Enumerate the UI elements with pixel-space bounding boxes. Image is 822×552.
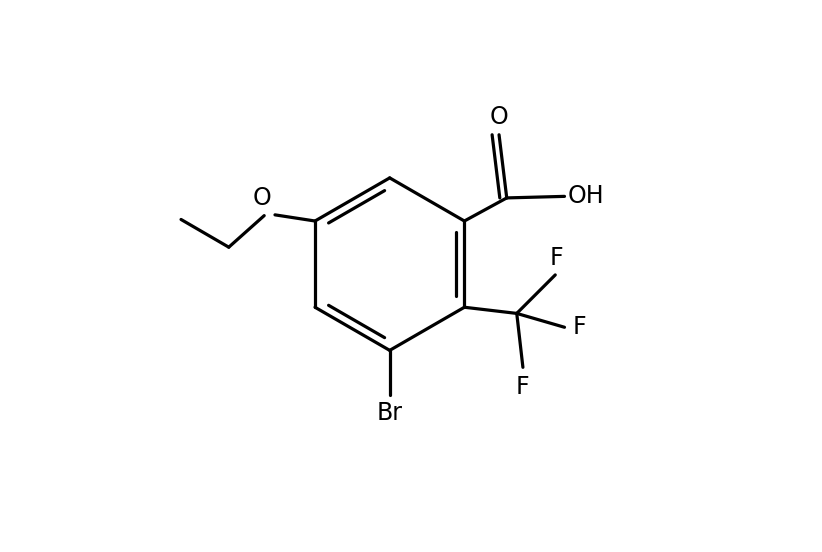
Text: O: O [252, 186, 271, 210]
Text: F: F [550, 246, 564, 269]
Text: OH: OH [567, 184, 604, 208]
Text: O: O [490, 105, 509, 129]
Text: F: F [516, 375, 529, 399]
Text: F: F [572, 315, 586, 339]
Text: Br: Br [376, 401, 403, 425]
